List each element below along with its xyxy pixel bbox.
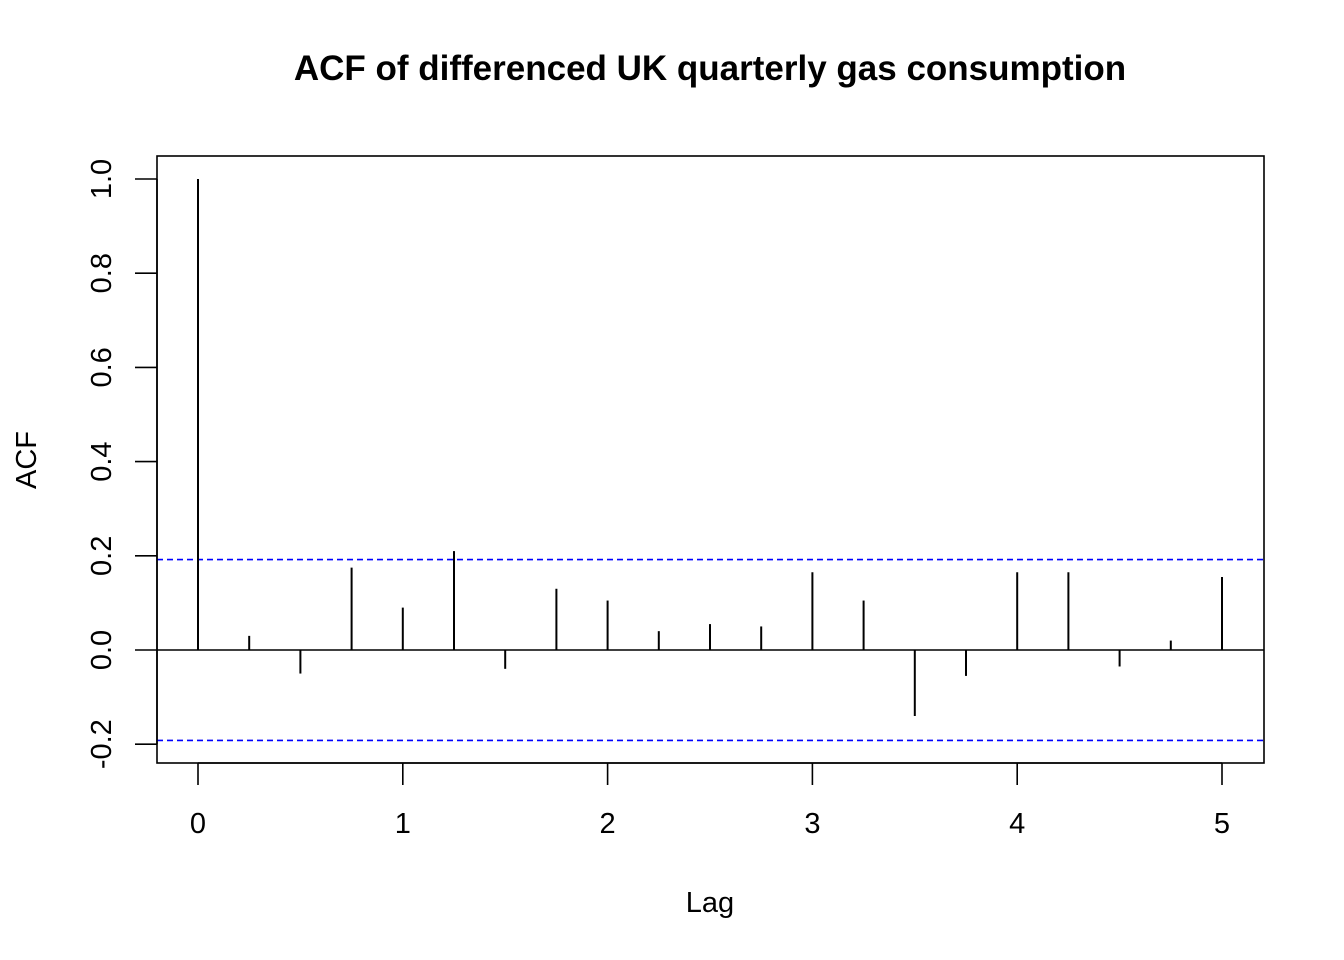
x-tick-label: 4 [1009,808,1025,840]
y-tick-label: 1.0 [86,159,118,199]
y-tick-label: 0.2 [86,536,118,576]
y-tick-label: 0.4 [86,441,118,481]
chart-title: ACF of differenced UK quarterly gas cons… [294,49,1126,88]
y-axis-label: ACF [11,431,43,489]
y-tick-label: 0.8 [86,253,118,293]
plot-frame [156,155,1265,764]
confidence-bounds [157,558,1264,742]
y-tick-label: -0.2 [86,719,118,769]
acf-bars [197,179,1223,716]
x-tick-label: 5 [1214,808,1230,840]
x-tick-label: 2 [600,808,616,840]
y-tick-label: 0.0 [86,630,118,670]
x-tick-label: 3 [804,808,820,840]
x-tick-label: 0 [190,808,206,840]
y-axis: -0.2 0.0 0.2 0.4 0.6 0.8 1.0 [86,159,158,769]
x-axis: 0 1 2 3 4 5 [190,762,1230,840]
y-tick-label: 0.6 [86,347,118,387]
x-axis-label: Lag [686,887,734,919]
x-tick-label: 1 [395,808,411,840]
